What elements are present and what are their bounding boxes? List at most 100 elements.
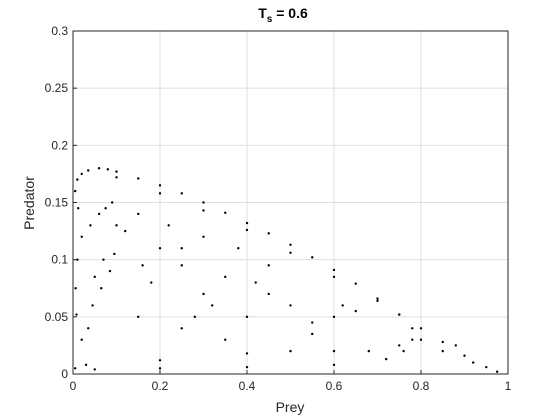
data-point (398, 313, 401, 316)
data-point (180, 247, 183, 250)
data-point (224, 211, 227, 214)
x-tick-label: 0.2 (152, 379, 169, 393)
data-point (224, 338, 227, 341)
data-point (75, 313, 78, 316)
data-point (341, 304, 344, 307)
data-point (332, 275, 336, 279)
data-point (110, 201, 114, 204)
data-point (245, 228, 249, 232)
data-point (237, 247, 240, 250)
data-point (97, 212, 101, 216)
x-tick-label: 1 (505, 379, 512, 393)
data-point (180, 327, 183, 330)
data-point (91, 304, 94, 307)
chart-title: Ts = 0.6 (258, 5, 308, 25)
data-point (376, 297, 379, 300)
data-point (115, 170, 118, 173)
x-tick-label: 0.4 (239, 379, 256, 393)
data-point (115, 176, 118, 179)
data-point (180, 264, 183, 267)
data-point (472, 361, 475, 364)
data-point (100, 287, 103, 290)
data-point (113, 252, 116, 256)
data-point (84, 363, 88, 367)
data-point (289, 243, 292, 247)
data-point (150, 281, 153, 284)
data-point (267, 232, 270, 235)
data-point (193, 315, 196, 319)
data-point (115, 224, 118, 227)
data-point (411, 338, 414, 341)
data-point (76, 258, 79, 261)
x-axis-ticks: 0 0.2 0.4 0.6 0.8 1 (70, 370, 512, 393)
data-point (211, 304, 214, 307)
data-point (311, 332, 314, 336)
data-point (202, 201, 205, 204)
data-point (77, 207, 80, 210)
data-point (289, 251, 292, 255)
data-point (76, 178, 79, 181)
data-point (311, 256, 314, 259)
data-point (102, 258, 105, 261)
data-point (80, 172, 83, 176)
data-point (245, 315, 249, 319)
data-point (137, 177, 140, 180)
data-point (137, 315, 140, 319)
data-point (441, 349, 444, 353)
data-point (289, 304, 292, 307)
data-point (97, 167, 101, 170)
y-tick-label: 0.1 (51, 253, 68, 267)
data-point (87, 327, 90, 330)
x-tick-label: 0 (70, 379, 77, 393)
data-point (202, 235, 205, 238)
x-tick-label: 0.6 (326, 379, 343, 393)
y-tick-label: 0.3 (51, 24, 68, 38)
data-point (385, 357, 388, 361)
y-tick-label: 0.05 (45, 310, 69, 324)
y-axis-ticks: 0 0.05 0.1 0.15 0.2 0.25 0.3 (45, 24, 77, 381)
data-point (419, 338, 423, 341)
x-axis-label: Prey (276, 399, 305, 415)
data-point (224, 275, 227, 279)
data-point (80, 235, 83, 238)
data-point (74, 287, 77, 290)
y-axis-label: Predator (21, 176, 37, 230)
data-point (402, 349, 405, 353)
data-point (73, 367, 77, 370)
data-point (376, 299, 379, 303)
data-point (354, 309, 357, 313)
data-point (267, 264, 270, 267)
y-tick-label: 0.15 (45, 196, 69, 210)
data-point (202, 292, 205, 296)
data-points (73, 167, 499, 373)
data-point (332, 349, 336, 353)
grid (73, 31, 508, 374)
data-point (104, 207, 107, 210)
data-point (202, 209, 205, 212)
y-tick-label: 0.2 (51, 138, 68, 152)
data-point (332, 363, 336, 367)
data-point (495, 370, 499, 373)
data-point (367, 349, 370, 353)
data-point (311, 321, 314, 324)
chart-title-main: T (258, 5, 267, 21)
y-tick-label: 0.25 (45, 81, 69, 95)
data-point (87, 169, 90, 172)
data-point (89, 224, 92, 227)
data-point (332, 268, 336, 272)
y-tick-label: 0 (61, 367, 68, 381)
data-point (108, 269, 112, 273)
data-point (419, 327, 423, 330)
data-point (73, 189, 77, 193)
chart-title-subscript: s (267, 14, 273, 25)
data-point (137, 212, 140, 216)
chart-title-suffix: = 0.6 (272, 5, 308, 21)
data-point (158, 247, 162, 250)
data-point (141, 264, 144, 267)
data-point (267, 292, 270, 296)
data-point (411, 327, 414, 330)
data-point (245, 365, 249, 369)
data-point (454, 344, 457, 347)
data-point (167, 224, 170, 227)
